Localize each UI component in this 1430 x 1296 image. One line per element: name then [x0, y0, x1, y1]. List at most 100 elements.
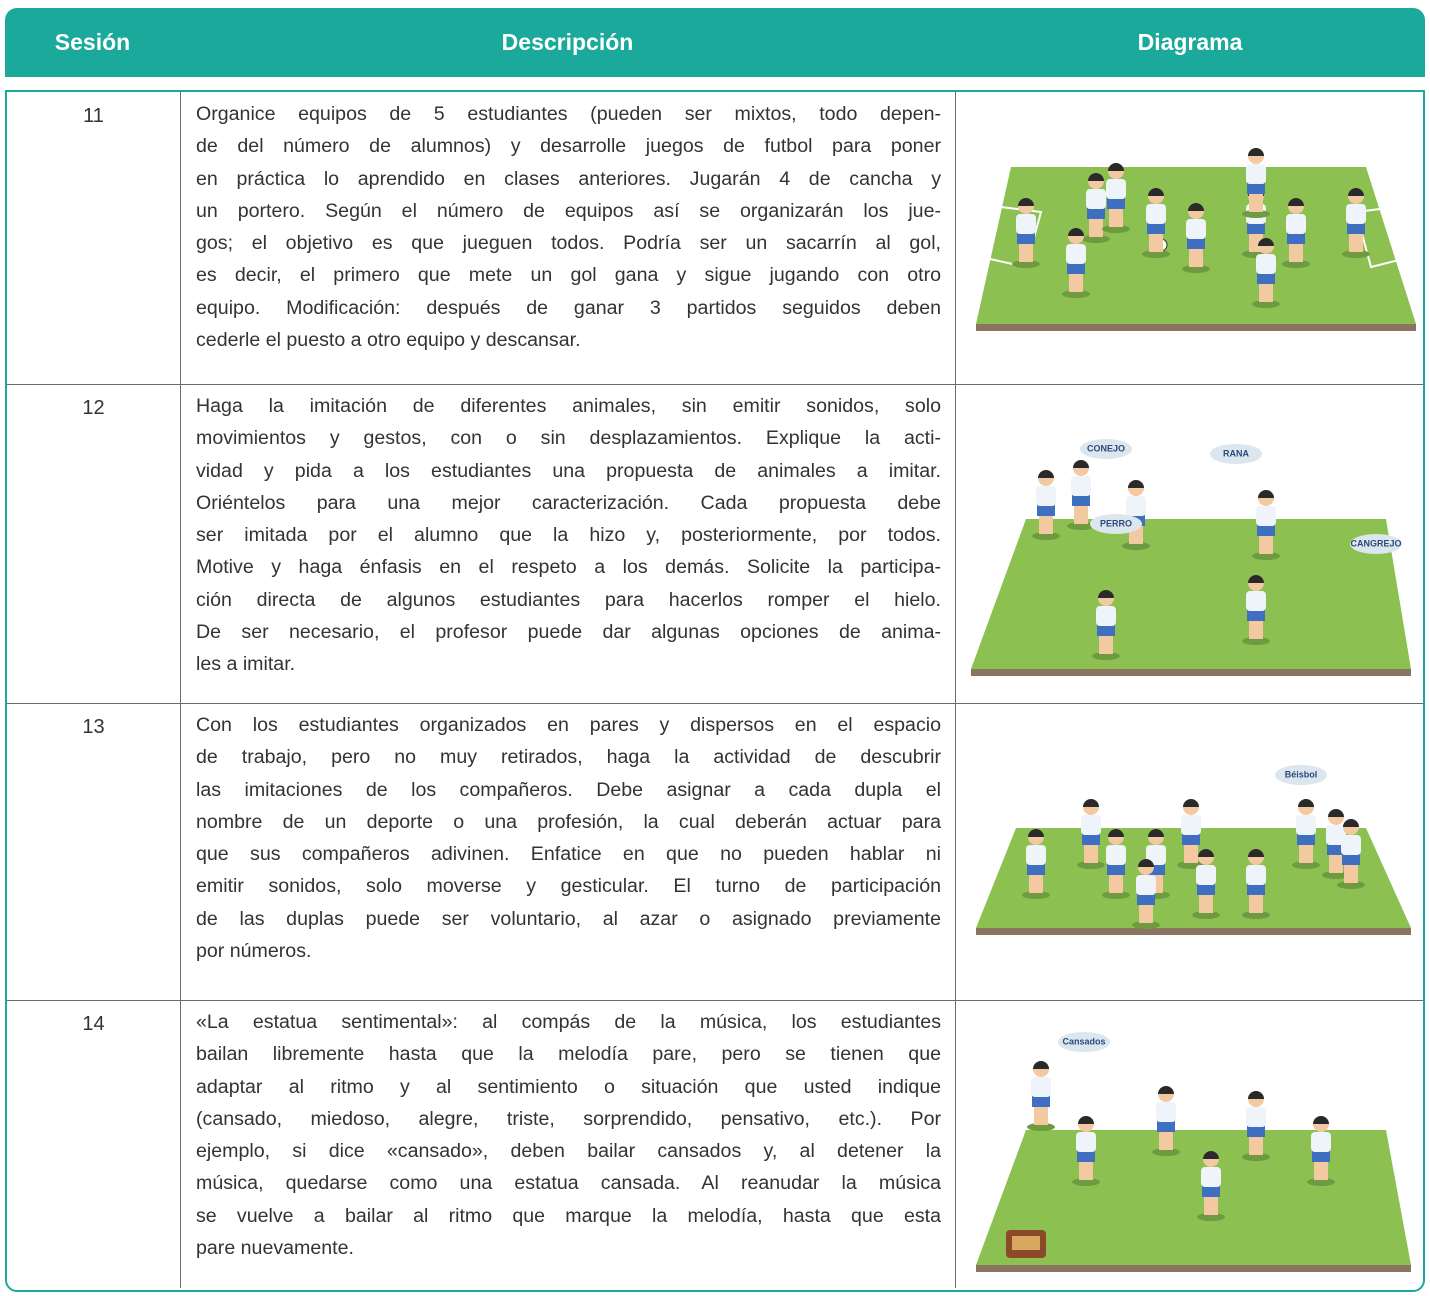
row-divider	[7, 384, 1423, 385]
description-line: nombre de un deporte o una profesión, la…	[196, 810, 941, 833]
header-cell: Diagrama	[1137, 29, 1243, 55]
hair	[1248, 148, 1264, 156]
description-line: en práctica lo aprendido en clases anter…	[196, 167, 941, 190]
shirt	[1031, 1077, 1051, 1097]
hair	[1138, 859, 1154, 867]
shirt	[1066, 244, 1086, 264]
student-figure	[1242, 575, 1270, 645]
bubble-label: PERRO	[1100, 518, 1132, 528]
description-line: es decir, el primero que mete un gol gan…	[196, 264, 941, 287]
radio-grill	[1012, 1236, 1040, 1250]
description-line: las imitaciones de los compañeros. Debe …	[196, 778, 941, 801]
field-edge	[976, 324, 1416, 331]
shorts	[1347, 222, 1365, 234]
shorts	[1342, 853, 1360, 865]
student-figure	[1242, 849, 1270, 919]
shorts	[1297, 833, 1315, 845]
shirt	[1256, 506, 1276, 526]
description-line: les a imitar.	[196, 653, 296, 676]
speech-bubble	[1210, 444, 1262, 464]
description-line: «La estatua sentimental»: al compás de l…	[196, 1011, 941, 1033]
table-header: Sesión Descripción Diagrama	[5, 8, 1425, 77]
shirt	[1076, 1132, 1096, 1152]
student-figure	[1252, 238, 1280, 308]
description-line: un portero. Según el número de equipos a…	[196, 199, 941, 222]
shorts	[1137, 893, 1155, 905]
student-figure	[1032, 470, 1060, 540]
shirt	[1246, 1107, 1266, 1127]
bubble-label: CONEJO	[1087, 443, 1125, 453]
description-line: Haga la imitación de diferentes animales…	[196, 395, 941, 417]
description-line: movimientos y gestos, con o sin desplaza…	[196, 427, 941, 450]
speech-bubble	[1058, 1032, 1110, 1052]
student-figure	[1152, 1086, 1180, 1156]
hair	[1148, 188, 1164, 196]
shorts	[1257, 524, 1275, 536]
row-divider	[7, 1000, 1423, 1001]
hair	[1018, 198, 1034, 206]
hair	[1033, 1061, 1049, 1069]
shirt	[1346, 204, 1366, 224]
shorts	[1327, 843, 1345, 855]
session-number: 13	[82, 716, 105, 738]
description-line: bailan libremente hasta que la melodía p…	[196, 1043, 941, 1066]
shorts	[1247, 1125, 1265, 1137]
shorts	[1032, 1095, 1050, 1107]
shorts	[1257, 272, 1275, 284]
shirt	[1311, 1132, 1331, 1152]
student-figure	[1062, 228, 1090, 298]
shorts	[1197, 883, 1215, 895]
shorts	[1247, 609, 1265, 621]
student-figure	[1082, 173, 1110, 243]
shirt	[1036, 486, 1056, 506]
shorts	[1247, 222, 1265, 234]
description-line: de del número de alumnos) y desarrolle j…	[196, 135, 941, 158]
hair	[1348, 188, 1364, 196]
shorts	[1037, 504, 1055, 516]
hair	[1248, 1091, 1264, 1099]
student-figure	[1027, 1061, 1055, 1131]
student-figure	[1182, 203, 1210, 273]
field	[971, 519, 1411, 669]
hair	[1198, 849, 1214, 857]
hair	[1313, 1116, 1329, 1124]
hair	[1108, 163, 1124, 171]
shorts	[1157, 1120, 1175, 1132]
session-number: 11	[83, 105, 104, 127]
shorts	[1107, 863, 1125, 875]
row-divider	[7, 703, 1423, 704]
shirt	[1016, 214, 1036, 234]
description-line: pare nuevamente.	[196, 1237, 354, 1260]
shorts	[1187, 237, 1205, 249]
shirt	[1096, 606, 1116, 626]
description-line: equipo. Modificación: después de ganar 3…	[196, 296, 941, 319]
session-number: 14	[82, 1013, 105, 1035]
hair	[1188, 203, 1204, 211]
bubble-label: Béisbol	[1285, 769, 1318, 779]
description-line: emitir sonidos, solo moverse y gesticula…	[196, 875, 941, 898]
shorts	[1017, 232, 1035, 244]
speech-bubble	[1350, 534, 1402, 554]
student-figure	[1092, 590, 1120, 660]
student-figure	[1252, 490, 1280, 560]
shorts	[1202, 1185, 1220, 1197]
shorts	[1067, 262, 1085, 274]
shirt	[1156, 1102, 1176, 1122]
description-line: música, quedarse como una estatua cansad…	[196, 1172, 941, 1195]
diagram	[976, 148, 1416, 331]
student-figure	[1307, 1116, 1335, 1186]
student-figure	[1197, 1151, 1225, 1221]
shorts	[1107, 197, 1125, 209]
description-line: vidad y pida a los estudiantes una propu…	[196, 459, 941, 482]
shorts	[1072, 494, 1090, 506]
description-line: ser imitada por el alumno que la hizo y,…	[196, 524, 941, 547]
hair	[1248, 849, 1264, 857]
shirt	[1181, 815, 1201, 835]
shirt	[1136, 875, 1156, 895]
table-body	[5, 90, 1425, 1292]
shorts	[1082, 833, 1100, 845]
diagram: Cansados	[976, 1032, 1411, 1272]
student-figure	[1012, 198, 1040, 268]
hair	[1098, 590, 1114, 598]
student-figure	[1292, 799, 1320, 869]
